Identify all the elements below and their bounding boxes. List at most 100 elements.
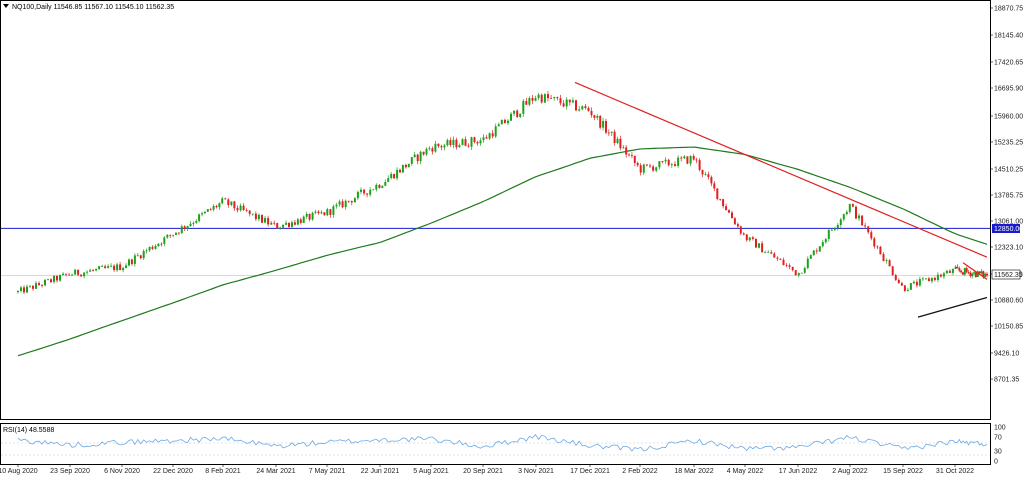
candle — [667, 158, 670, 167]
candle-body — [590, 110, 593, 116]
candle — [113, 264, 116, 272]
candle-body — [974, 272, 977, 277]
candle-body — [692, 156, 695, 160]
candle-body — [221, 198, 224, 204]
candle-body — [302, 216, 305, 223]
candle-body — [20, 287, 22, 291]
candle — [625, 145, 628, 158]
candle — [870, 230, 873, 241]
candle-body — [347, 200, 350, 202]
candle-body — [770, 252, 773, 254]
candle — [782, 257, 785, 266]
candle — [470, 136, 473, 150]
candle — [731, 210, 733, 219]
candle-body — [503, 119, 506, 124]
candle-body — [658, 161, 661, 168]
candle — [401, 164, 404, 174]
candle-body — [500, 119, 503, 125]
candle-body — [360, 189, 362, 192]
candle-body — [773, 253, 776, 258]
candle — [65, 273, 67, 277]
rsi-line — [17, 433, 988, 452]
symbol-info: NQ100,Daily 11546.85 11567.10 11545.10 1… — [12, 4, 174, 11]
candle-body — [32, 285, 34, 289]
candle-body — [962, 272, 964, 275]
candle — [338, 199, 341, 207]
candle — [458, 143, 461, 148]
candle — [767, 250, 770, 254]
candle — [329, 208, 332, 218]
candle — [192, 221, 195, 227]
candle — [864, 222, 867, 229]
date-tick-label: 6 Nov 2020 — [104, 468, 140, 475]
date-tick-label: 22 Dec 2020 — [153, 468, 193, 475]
resistance-trendline-2[interactable] — [962, 262, 988, 280]
candle — [296, 217, 299, 226]
candle-body — [497, 124, 500, 127]
candle — [655, 166, 658, 173]
candle-body — [639, 165, 642, 173]
candle-body — [446, 140, 449, 146]
candle — [360, 187, 362, 195]
candle-body — [488, 133, 491, 139]
support-trendline[interactable] — [917, 296, 988, 318]
date-tick-label: 7 May 2021 — [309, 468, 346, 475]
candle-body — [713, 183, 716, 189]
candle — [443, 143, 446, 151]
rsi-panel-frame — [0, 423, 991, 465]
candle-body — [680, 157, 683, 159]
candle — [610, 131, 613, 136]
price-tick-label: 18145.40 — [994, 33, 1023, 40]
candle-body — [291, 222, 293, 227]
price-tick-label: 15235.25 — [994, 140, 1023, 147]
candle — [209, 207, 212, 211]
candle-body — [264, 218, 266, 223]
candle-body — [396, 169, 399, 179]
candle — [26, 284, 28, 294]
candle-body — [550, 98, 553, 99]
candle — [559, 94, 562, 106]
candle-body — [215, 206, 218, 208]
candle-body — [575, 100, 577, 111]
candle — [254, 211, 257, 222]
candle-body — [861, 215, 864, 226]
candle-body — [677, 157, 680, 166]
candle — [584, 104, 587, 110]
price-tick-label: 13061.00 — [994, 219, 1023, 226]
candle — [930, 277, 933, 284]
candle-body — [308, 214, 311, 220]
candle-body — [227, 199, 230, 206]
candle — [842, 213, 845, 222]
candle — [119, 261, 122, 271]
candle — [372, 189, 375, 191]
candle — [183, 225, 186, 232]
candle — [556, 96, 559, 101]
candle-body — [652, 166, 655, 171]
candle-body — [803, 268, 806, 273]
candle-body — [719, 199, 722, 200]
candle — [476, 140, 479, 146]
resistance-trendline-1[interactable] — [574, 81, 988, 258]
candle-body — [858, 215, 860, 219]
candle-body — [26, 286, 28, 293]
candle — [467, 143, 470, 148]
candle-body — [836, 225, 839, 228]
candle-body — [736, 224, 739, 227]
candle-body — [686, 156, 689, 164]
candle — [308, 213, 311, 222]
candle-body — [248, 210, 251, 214]
candle-body — [404, 164, 407, 168]
candle-body — [267, 218, 270, 225]
candle — [407, 163, 410, 168]
triangle-down-icon[interactable] — [3, 4, 9, 8]
candle — [71, 273, 74, 277]
candle — [809, 254, 812, 259]
candle — [839, 217, 842, 228]
candle-body — [701, 169, 704, 175]
candle — [897, 278, 900, 284]
candle-body — [725, 206, 728, 211]
candle — [513, 110, 516, 116]
candle — [363, 189, 366, 196]
